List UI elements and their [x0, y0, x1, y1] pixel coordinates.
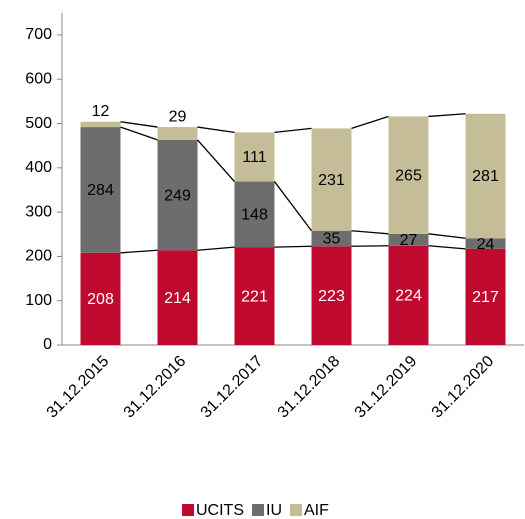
data-label: 29: [169, 108, 187, 125]
bar-segment: [234, 181, 275, 248]
data-label: 249: [164, 187, 191, 204]
x-tick-label: 31.12.2020: [429, 353, 498, 422]
data-label: 111: [242, 149, 266, 166]
data-label: 231: [318, 172, 345, 189]
bar-segment: [388, 116, 429, 234]
x-tick-label: 31.12.2017: [198, 353, 267, 422]
bar-segment: [157, 127, 198, 140]
connector: [273, 181, 313, 232]
bar-segment: [157, 139, 198, 251]
data-label: 24: [477, 236, 495, 253]
connector: [120, 126, 158, 141]
connector: [351, 115, 389, 130]
data-label: 223: [318, 288, 345, 305]
bar-segment: [465, 238, 506, 249]
bar-segment: [234, 247, 275, 345]
y-tick-label: 400: [25, 159, 52, 176]
bar-segment: [80, 127, 121, 253]
legend-swatch: [252, 504, 264, 516]
connector: [120, 249, 158, 254]
bar-segment: [388, 245, 429, 345]
data-label: 27: [400, 232, 418, 249]
bar-segment: [157, 250, 198, 345]
data-label: 148: [241, 207, 268, 224]
y-tick-label: 200: [25, 248, 52, 265]
bar-segment: [80, 121, 121, 128]
y-tick-label: 600: [25, 70, 52, 87]
legend-label: IU: [266, 502, 282, 519]
connector: [428, 233, 466, 239]
data-label: 12: [92, 103, 110, 120]
data-label: 284: [87, 182, 114, 199]
connector: [197, 246, 235, 251]
y-tick-label: 0: [43, 336, 52, 353]
data-label: 35: [323, 231, 341, 248]
x-tick-label: 31.12.2015: [44, 353, 113, 422]
connector: [351, 230, 389, 235]
legend-label: UCITS: [196, 502, 244, 519]
data-label: 224: [395, 288, 422, 305]
data-label: 214: [164, 290, 191, 307]
bar-segment: [388, 233, 429, 246]
connector: [428, 113, 466, 118]
bar-segment: [234, 132, 275, 182]
data-label: 265: [395, 167, 422, 184]
y-tick-label: 300: [25, 203, 52, 220]
legend-swatch: [290, 504, 302, 516]
data-label: 217: [472, 289, 499, 306]
data-label: 208: [87, 291, 114, 308]
bar-segment: [80, 252, 121, 345]
x-tick-label: 31.12.2018: [275, 353, 344, 422]
bar-segment: [465, 113, 506, 239]
connector: [197, 126, 235, 134]
legend-swatch: [182, 504, 194, 516]
connector: [120, 121, 158, 128]
connector: [197, 139, 235, 182]
connector: [274, 127, 312, 134]
x-tick-label: 31.12.2019: [352, 353, 421, 422]
bar-segment: [465, 248, 506, 345]
y-tick-label: 500: [25, 115, 52, 132]
y-tick-label: 700: [25, 26, 52, 43]
bar-segment: [311, 128, 352, 231]
y-tick-label: 100: [25, 292, 52, 309]
bar-segment: [311, 246, 352, 345]
data-label: 281: [472, 168, 499, 185]
connector: [428, 245, 466, 250]
legend: UCITS IU AIF: [182, 502, 329, 519]
bar-segment: [311, 230, 352, 247]
data-label: 221: [241, 288, 268, 305]
connector: [274, 245, 312, 248]
x-tick-label: 31.12.2016: [121, 353, 190, 422]
legend-label: AIF: [304, 502, 329, 519]
